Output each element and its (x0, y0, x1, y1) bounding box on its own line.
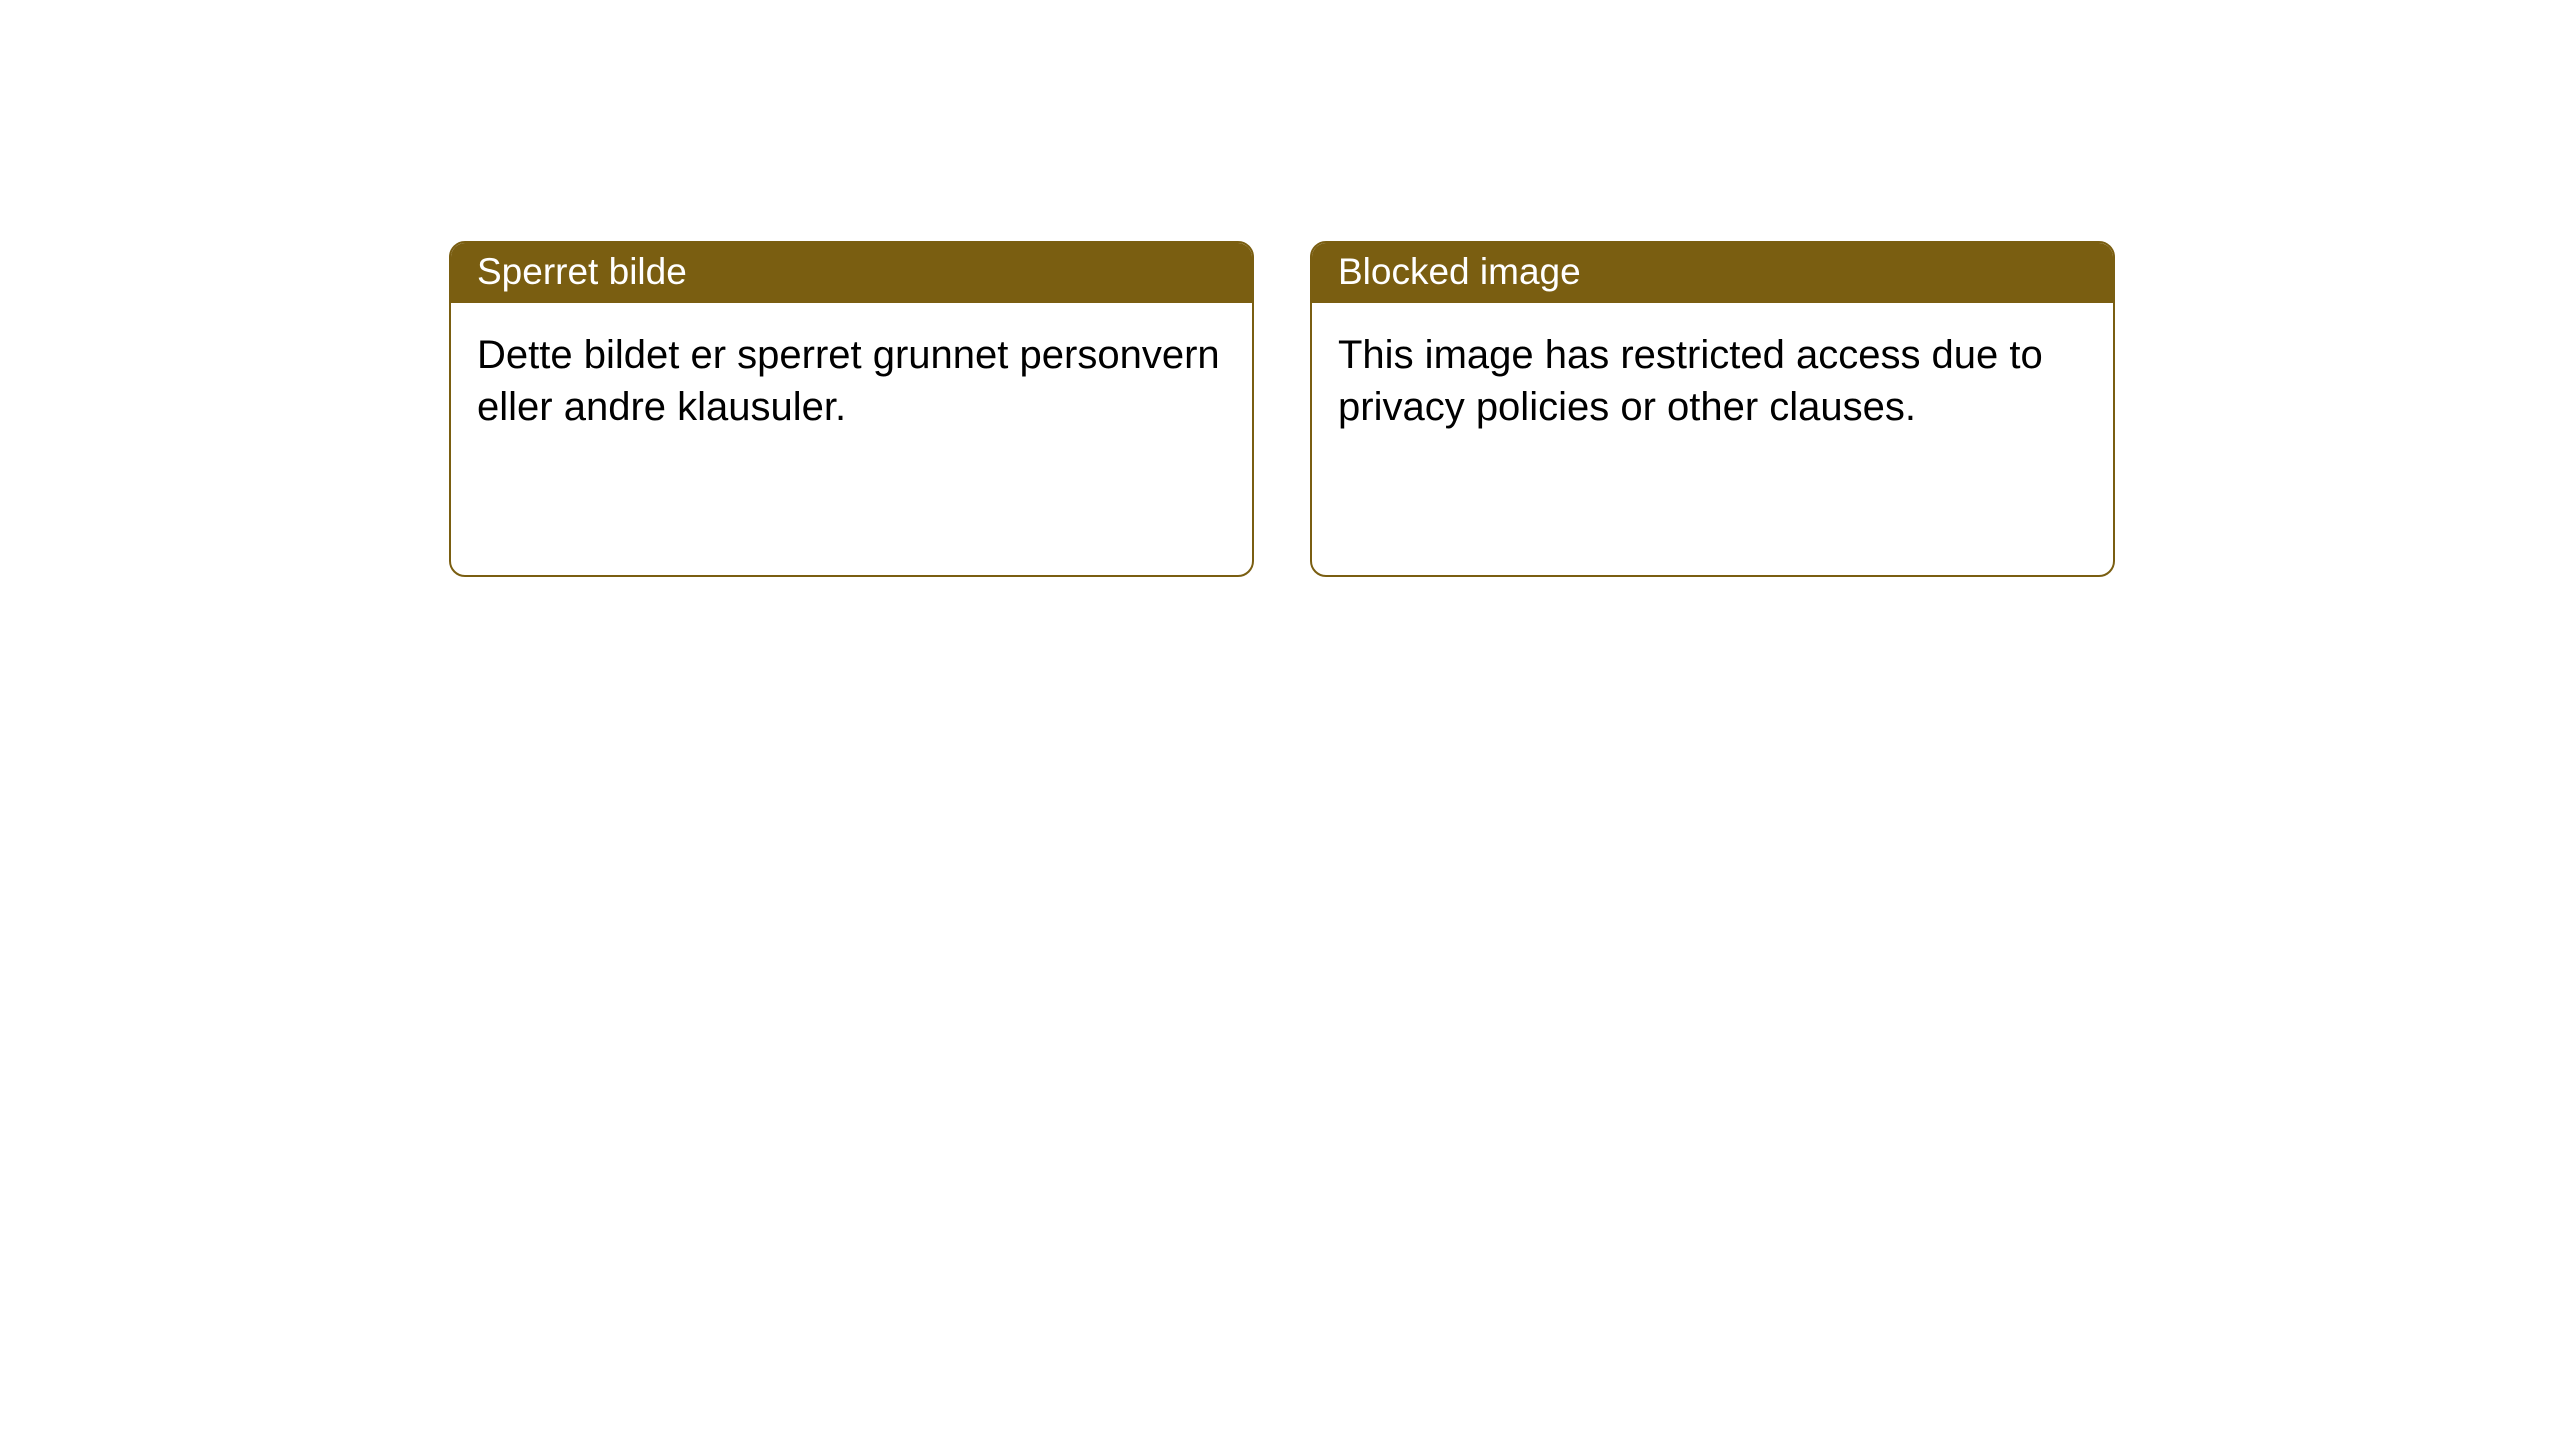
notice-card-norwegian: Sperret bilde Dette bildet er sperret gr… (449, 241, 1254, 577)
notice-body-norwegian: Dette bildet er sperret grunnet personve… (451, 303, 1252, 459)
notice-body-english: This image has restricted access due to … (1312, 303, 2113, 459)
notice-header-english: Blocked image (1312, 243, 2113, 303)
notice-header-norwegian: Sperret bilde (451, 243, 1252, 303)
notice-container: Sperret bilde Dette bildet er sperret gr… (0, 0, 2560, 577)
notice-card-english: Blocked image This image has restricted … (1310, 241, 2115, 577)
